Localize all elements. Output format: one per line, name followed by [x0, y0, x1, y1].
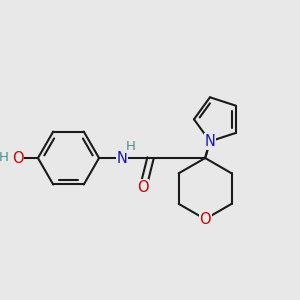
Text: N: N	[117, 151, 128, 166]
Text: H: H	[0, 151, 8, 164]
Text: O: O	[137, 180, 148, 195]
Text: O: O	[12, 151, 23, 166]
Text: N: N	[205, 134, 215, 149]
Text: H: H	[125, 140, 135, 153]
Text: O: O	[199, 212, 211, 226]
